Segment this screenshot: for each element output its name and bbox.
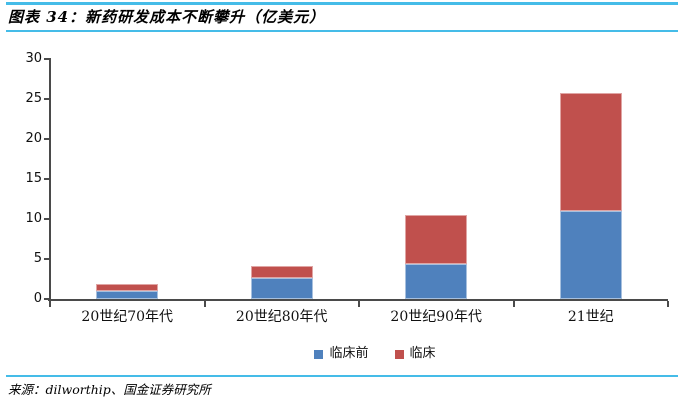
y-axis-tick: [44, 98, 49, 100]
y-axis-tick: [44, 138, 49, 140]
figure-title: 图表 34：新药研发成本不断攀升（亿美元）: [8, 8, 326, 26]
bar-segment-临床前: [250, 278, 313, 299]
bar-segment-临床: [405, 215, 468, 264]
y-axis-tick-label: 15: [25, 171, 42, 186]
x-axis-tick: [512, 301, 515, 307]
x-axis-tick: [667, 301, 669, 307]
bar-1: [96, 283, 159, 299]
legend-label: 临床前: [329, 346, 369, 361]
bar-segment-临床前: [559, 211, 622, 299]
chart-legend: 临床前 临床: [66, 345, 684, 363]
plot-area: 0 5 10 15 20 25 30 20世纪70年代 20世纪80年代 20世纪90年代 21世纪: [25, 51, 669, 325]
y-axis-tick-label: 5: [33, 251, 42, 266]
bottom-rule: [6, 375, 678, 377]
top-rule: [6, 2, 678, 5]
x-axis-category-label: 21世纪: [567, 309, 614, 325]
x-axis-tick: [203, 301, 206, 307]
x-axis-line: [48, 299, 668, 301]
x-axis-tick: [49, 301, 51, 307]
legend-swatch-icon: [314, 349, 324, 359]
bar-2: [250, 266, 313, 299]
x-axis-tick: [358, 301, 360, 307]
y-axis-tick-label: 10: [25, 211, 42, 226]
y-axis-tick: [44, 218, 49, 220]
y-axis-tick: [44, 178, 49, 180]
bar-segment-临床: [250, 266, 313, 279]
bar-segment-临床前: [405, 263, 468, 299]
x-axis-category-label: 20世纪90年代: [390, 309, 483, 325]
y-axis-tick: [44, 258, 49, 260]
legend-item-临床: 临床: [394, 346, 436, 361]
bar-segment-临床: [96, 283, 159, 291]
x-axis-category-label: 20世纪80年代: [235, 309, 328, 325]
bar-3: [405, 215, 468, 299]
y-axis-tick-label: 0: [33, 291, 42, 306]
bar-segment-临床前: [96, 291, 159, 299]
legend-item-临床前: 临床前: [314, 346, 369, 361]
legend-label: 临床: [409, 346, 436, 361]
y-axis-tick-label: 30: [25, 51, 42, 66]
source-note: 来源：dilworthip、国金证券研究所: [8, 382, 211, 397]
y-axis-tick: [44, 58, 49, 60]
y-axis-tick: [44, 298, 49, 300]
bar-segment-临床: [559, 92, 622, 211]
y-axis-tick-label: 20: [25, 131, 42, 146]
legend-swatch-icon: [394, 349, 404, 359]
bar-4: [559, 92, 622, 299]
y-axis-tick-label: 25: [25, 91, 42, 106]
title-underline-rule: [6, 30, 678, 32]
x-axis-category-label: 20世纪70年代: [81, 309, 174, 325]
y-axis-line: [49, 58, 51, 299]
